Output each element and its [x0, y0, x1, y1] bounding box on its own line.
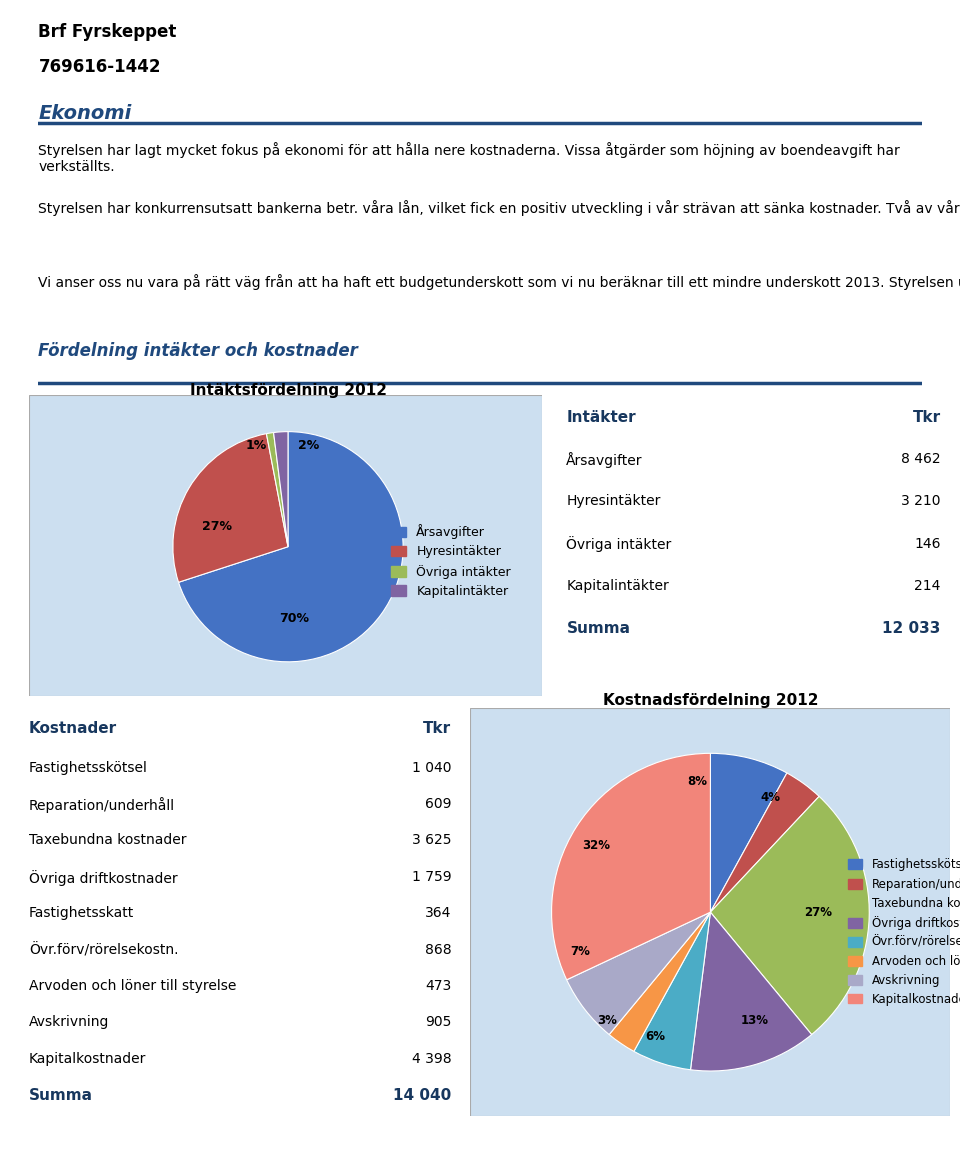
Text: 1 759: 1 759 [412, 870, 451, 884]
Text: 769616-1442: 769616-1442 [38, 59, 161, 76]
Text: Tkr: Tkr [423, 722, 451, 737]
Wedge shape [710, 773, 819, 912]
Text: 4%: 4% [760, 791, 780, 805]
Wedge shape [179, 432, 403, 662]
Wedge shape [267, 433, 288, 547]
Text: Kostnader: Kostnader [29, 722, 117, 737]
Text: Brf Fyrskeppet: Brf Fyrskeppet [38, 23, 177, 41]
Text: 27%: 27% [202, 519, 231, 533]
FancyBboxPatch shape [470, 708, 950, 1116]
Legend: Årsavgifter, Hyresintäkter, Övriga intäkter, Kapitalintäkter: Årsavgifter, Hyresintäkter, Övriga intäk… [386, 519, 516, 603]
Title: Intäktsfördelning 2012: Intäktsfördelning 2012 [189, 382, 387, 397]
Text: Arvoden och löner till styrelse: Arvoden och löner till styrelse [29, 980, 236, 993]
Title: Kostnadsfördelning 2012: Kostnadsfördelning 2012 [603, 693, 818, 708]
Text: 1 040: 1 040 [412, 761, 451, 775]
Text: Fastighetsskatt: Fastighetsskatt [29, 906, 134, 920]
Wedge shape [566, 912, 710, 1035]
Text: 868: 868 [424, 943, 451, 956]
Text: Intäkter: Intäkter [566, 410, 636, 425]
Text: 3 210: 3 210 [901, 494, 941, 509]
Text: Fastighetsskötsel: Fastighetsskötsel [29, 761, 148, 775]
Text: 70%: 70% [278, 611, 309, 625]
Wedge shape [552, 754, 710, 980]
Text: 8%: 8% [687, 776, 708, 788]
Text: 8 462: 8 462 [901, 452, 941, 466]
Text: Styrelsen har lagt mycket fokus på ekonomi för att hålla nere kostnaderna. Vissa: Styrelsen har lagt mycket fokus på ekono… [38, 143, 900, 175]
Wedge shape [610, 912, 710, 1051]
Text: 13%: 13% [741, 1014, 769, 1027]
FancyBboxPatch shape [29, 395, 542, 696]
Text: 12 033: 12 033 [882, 622, 941, 637]
Text: Summa: Summa [29, 1088, 93, 1103]
Text: Ekonomi: Ekonomi [38, 104, 132, 123]
Legend: Fastighetsskötsel, Reparation/underhåll, Taxebundna kostnader, Övriga driftkostn: Fastighetsskötsel, Reparation/underhåll,… [844, 854, 960, 1011]
Text: 2%: 2% [299, 439, 320, 452]
Wedge shape [690, 912, 811, 1070]
Text: Övriga intäkter: Övriga intäkter [566, 536, 672, 552]
Text: 1%: 1% [245, 439, 266, 452]
Text: Taxebundna kostnader: Taxebundna kostnader [29, 833, 186, 847]
Text: Vi anser oss nu vara på rätt väg från att ha haft ett budgetunderskott som vi nu: Vi anser oss nu vara på rätt väg från at… [38, 274, 960, 290]
Text: 473: 473 [425, 980, 451, 993]
Text: 32%: 32% [582, 839, 610, 852]
Text: 3%: 3% [597, 1014, 617, 1027]
Wedge shape [173, 434, 288, 582]
Text: Summa: Summa [566, 622, 631, 637]
Text: 214: 214 [915, 579, 941, 593]
Text: 6%: 6% [645, 1029, 665, 1043]
Wedge shape [634, 912, 710, 1069]
Text: Styrelsen har konkurrensutsatt bankerna betr. våra lån, vilket fick en positiv u: Styrelsen har konkurrensutsatt bankerna … [38, 200, 960, 216]
Text: Övr.förv/rörelsekostn.: Övr.förv/rörelsekostn. [29, 943, 179, 956]
Text: Kapitalkostnader: Kapitalkostnader [29, 1052, 146, 1066]
Text: 905: 905 [425, 1015, 451, 1029]
Text: Övriga driftkostnader: Övriga driftkostnader [29, 870, 178, 886]
Text: 609: 609 [424, 796, 451, 811]
Text: Fördelning intäkter och kostnader: Fördelning intäkter och kostnader [38, 342, 358, 360]
Text: Kapitalintäkter: Kapitalintäkter [566, 579, 669, 593]
Wedge shape [274, 432, 288, 547]
Text: 146: 146 [914, 536, 941, 550]
Text: 3 625: 3 625 [412, 833, 451, 847]
Text: Reparation/underhåll: Reparation/underhåll [29, 796, 175, 813]
Text: Årsavgifter: Årsavgifter [566, 452, 643, 468]
Text: Avskrivning: Avskrivning [29, 1015, 109, 1029]
Text: 4 398: 4 398 [412, 1052, 451, 1066]
Text: 14 040: 14 040 [393, 1088, 451, 1103]
Text: 364: 364 [425, 906, 451, 920]
Text: Hyresintäkter: Hyresintäkter [566, 494, 660, 509]
Text: 27%: 27% [804, 906, 832, 918]
Wedge shape [710, 796, 869, 1035]
Text: 7%: 7% [570, 945, 590, 959]
Text: Tkr: Tkr [913, 410, 941, 425]
Wedge shape [710, 754, 787, 912]
